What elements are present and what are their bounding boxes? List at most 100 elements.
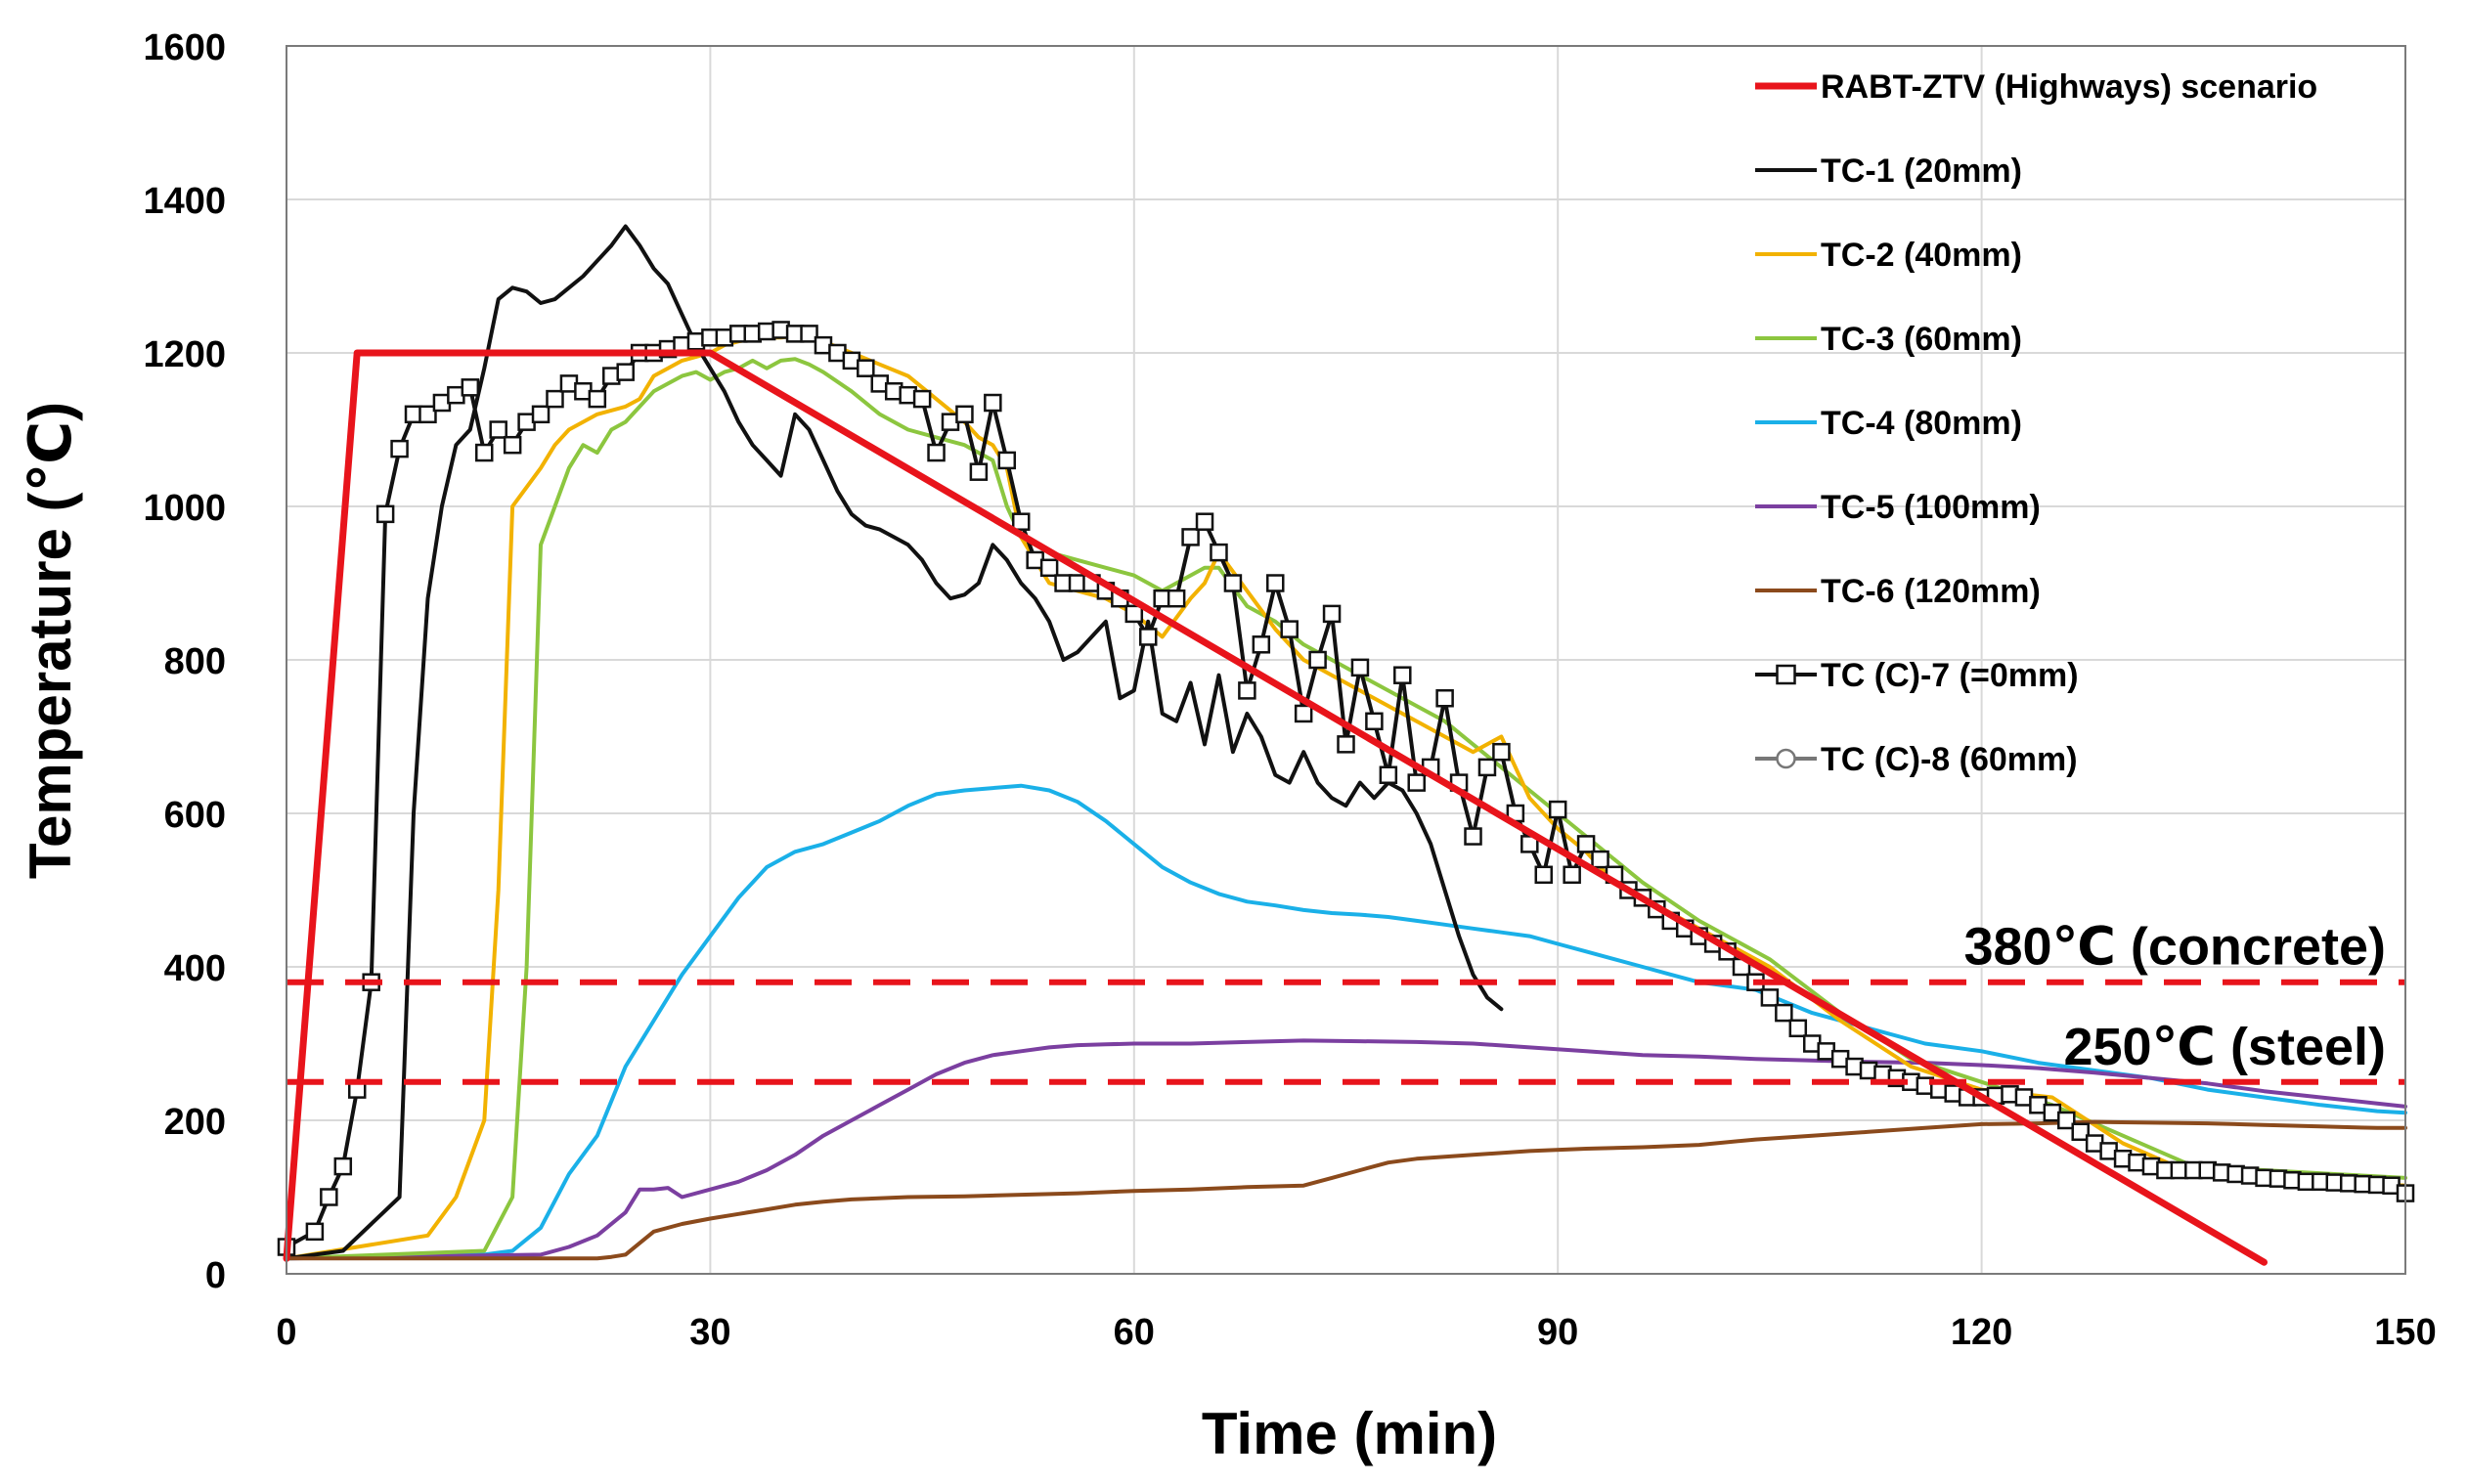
data-point	[489, 420, 507, 439]
data-point	[1167, 589, 1186, 608]
y-tick-label: 1000	[143, 488, 226, 529]
series-line-tc-6-120mm	[285, 1119, 2407, 1261]
series-rabt-ztv-highways-scenario	[283, 349, 2268, 1266]
data-point	[800, 325, 818, 343]
x-tick-label: 90	[1537, 1312, 1578, 1353]
data-point	[1337, 735, 1355, 754]
data-point	[1379, 765, 1398, 784]
legend-item: RABT-ZTV (Highways) scenario	[1755, 68, 2317, 106]
x-axis-label: Time (min)	[1202, 1401, 1497, 1466]
legend-item: TC-6 (120mm)	[1755, 573, 2041, 610]
data-point	[1350, 658, 1370, 677]
data-point	[1576, 835, 1596, 853]
legend-label: TC-5 (100mm)	[1821, 489, 2041, 526]
data-point	[546, 389, 564, 409]
legend-marker	[1776, 664, 1796, 685]
legend-label: TC-3 (60mm)	[1821, 321, 2022, 358]
data-point	[616, 363, 635, 381]
legend-item: TC-2 (40mm)	[1755, 237, 2022, 274]
data-point	[531, 405, 551, 424]
data-point	[997, 451, 1017, 470]
data-point	[305, 1222, 325, 1242]
legend-item: TC-1 (20mm)	[1755, 153, 2022, 190]
data-point	[1124, 604, 1144, 624]
data-point	[419, 405, 437, 424]
data-point	[1252, 635, 1271, 654]
legend-label: RABT-ZTV (Highways) scenario	[1821, 68, 2317, 106]
y-tick-label: 800	[164, 641, 226, 682]
series-tc-5-100mm	[285, 1038, 2407, 1261]
data-point	[2071, 1122, 2090, 1142]
data-point	[475, 443, 494, 462]
y-tick-label: 400	[164, 948, 226, 989]
data-point	[1477, 758, 1497, 777]
legend-label: TC-1 (20mm)	[1821, 153, 2022, 190]
data-point	[969, 462, 989, 481]
x-axis-ticks: 0 30 60 90 120 150	[276, 1312, 2436, 1353]
legend-label: TC-4 (80mm)	[1821, 405, 2022, 442]
legend-item: TC-5 (100mm)	[1755, 489, 2041, 526]
series-tc-4-80mm	[285, 783, 2407, 1261]
x-tick-label: 120	[1951, 1312, 2012, 1353]
y-tick-label: 1200	[143, 334, 226, 375]
x-tick-label: 150	[2374, 1312, 2436, 1353]
data-point	[1788, 1019, 1808, 1038]
data-point	[461, 378, 480, 397]
legend-item: TC-3 (60mm)	[1755, 321, 2022, 358]
data-point	[1435, 689, 1454, 708]
y-axis-label: Temperature (℃)	[18, 402, 83, 879]
data-point	[1548, 800, 1567, 819]
data-point	[1464, 827, 1482, 846]
legend-label: TC (C)-7 (=0mm)	[1821, 657, 2079, 694]
data-point	[1138, 628, 1158, 646]
y-tick-label: 200	[164, 1102, 226, 1143]
legend-label: TC-6 (120mm)	[1821, 573, 2041, 610]
reference-lines: 380℃ (concrete) 250℃ (steel)	[286, 918, 2405, 1085]
y-tick-label: 1400	[143, 181, 226, 222]
data-point	[927, 443, 946, 462]
plot-area	[277, 224, 2415, 1266]
legend-marker	[1776, 748, 1796, 769]
x-tick-label: 0	[276, 1312, 296, 1353]
data-point	[955, 405, 974, 424]
data-point	[1591, 850, 1609, 869]
data-point	[1393, 666, 1412, 684]
data-point	[333, 1157, 353, 1176]
data-point	[984, 393, 1002, 413]
data-point	[1534, 865, 1554, 885]
data-point	[1322, 604, 1342, 624]
legend-item: TC (C)-7 (=0mm)	[1755, 657, 2079, 694]
data-point	[1280, 620, 1299, 638]
series-line-tc-5-100mm	[285, 1038, 2407, 1261]
data-point	[588, 389, 607, 409]
data-point	[2057, 1111, 2076, 1130]
data-point	[1775, 1003, 1793, 1023]
data-point	[857, 359, 875, 377]
y-axis-ticks: 0 200 400 600 800 1000 1200 1400 1600	[143, 27, 226, 1296]
data-point	[1407, 773, 1426, 792]
gridlines	[286, 45, 2406, 1275]
data-point	[320, 1188, 338, 1206]
series-line-rabt-ztv-highways-scenario	[283, 349, 2268, 1266]
series-tc-1-20mm	[285, 224, 1504, 1261]
series-tc-6-120mm	[285, 1119, 2407, 1261]
x-tick-label: 30	[689, 1312, 730, 1353]
data-point	[1039, 558, 1059, 578]
reference-label-380: 380℃ (concrete)	[1963, 918, 2386, 977]
series-line-tc-4-80mm	[285, 783, 2407, 1261]
data-point	[1223, 574, 1243, 592]
legend-label: TC-2 (40mm)	[1821, 237, 2022, 274]
reference-label-250: 250℃ (steel)	[2063, 1018, 2386, 1076]
x-tick-label: 60	[1114, 1312, 1155, 1353]
y-tick-label: 1600	[143, 27, 226, 68]
data-point	[1492, 742, 1511, 762]
plot-frame	[286, 45, 2406, 1275]
legend-label: TC (C)-8 (60mm)	[1821, 741, 2078, 778]
y-tick-label: 0	[205, 1255, 226, 1296]
data-point	[1563, 865, 1581, 885]
data-point	[912, 389, 932, 409]
legend-item: TC-4 (80mm)	[1755, 405, 2022, 442]
legend-item: TC (C)-8 (60mm)	[1755, 741, 2078, 778]
